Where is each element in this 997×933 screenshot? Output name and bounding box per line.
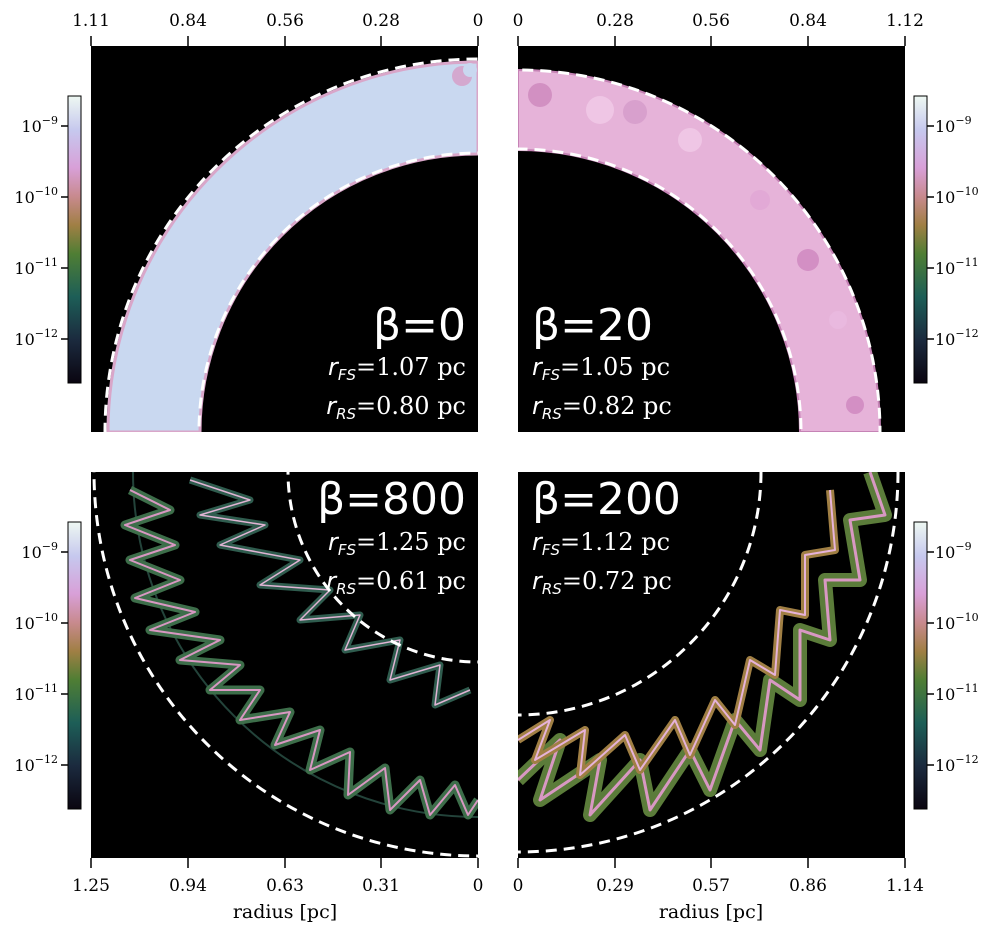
xtick-br-2: 0.57 <box>692 876 730 896</box>
cb-tl-tick-0: 10−9 <box>21 114 58 136</box>
beta-label-br: β=200 <box>532 474 681 525</box>
xtick-br-0: 0 <box>513 876 524 896</box>
rrs-label-tr: rRS=0.82 pc <box>532 392 672 423</box>
xlabel-left: radius [pc] <box>233 901 337 923</box>
xtick-tl-4: 0 <box>473 11 484 31</box>
xtick-bl-1: 0.94 <box>169 876 207 896</box>
cb-tr-tick-2: 10−11 <box>935 256 979 278</box>
cb-br-tick-2: 10−11 <box>935 682 979 704</box>
panel-labels: β=0 rFS=1.07 pc rRS=0.80 pc β=20 rFS=1.0… <box>317 300 681 598</box>
xtick-tl-2: 0.56 <box>266 11 304 31</box>
xtick-br-4: 1.14 <box>886 876 924 896</box>
rfs-label-tr: rFS=1.05 pc <box>532 353 670 384</box>
cb-tl-tick-2: 10−11 <box>14 256 58 278</box>
xtick-bl-4: 0 <box>473 876 484 896</box>
cb-bl-tick-1: 10−10 <box>14 611 58 633</box>
cb-tr-tick-3: 10−12 <box>935 327 979 349</box>
cb-tl-tick-3: 10−12 <box>14 327 58 349</box>
cb-tr-tick-0: 10−9 <box>935 114 972 136</box>
cb-br-tick-3: 10−12 <box>935 753 979 775</box>
xtick-tl-1: 0.84 <box>169 11 207 31</box>
rrs-label-br: rRS=0.72 pc <box>532 567 672 598</box>
rfs-label-tl: rFS=1.07 pc <box>328 353 466 384</box>
xtick-br-1: 0.29 <box>596 876 634 896</box>
rrs-label-bl: rRS=0.61 pc <box>326 567 466 598</box>
cb-bl-tick-2: 10−11 <box>14 682 58 704</box>
density-shell-tl <box>103 57 478 432</box>
beta-label-tl: β=0 <box>373 300 466 351</box>
beta-label-bl: β=800 <box>317 474 466 525</box>
xlabel-right: radius [pc] <box>659 901 763 923</box>
xtick-bl-3: 0.31 <box>362 876 400 896</box>
density-filaments-bl <box>92 472 478 858</box>
cb-tl-tick-1: 10−10 <box>14 185 58 207</box>
rfs-label-br: rFS=1.12 pc <box>532 528 670 559</box>
density-filaments-br <box>518 472 900 854</box>
xtick-tl-3: 0.28 <box>362 11 400 31</box>
cb-tr-tick-1: 10−10 <box>935 185 979 207</box>
xtick-tr-3: 0.84 <box>789 11 827 31</box>
cb-br-tick-1: 10−10 <box>935 611 979 633</box>
colorbar-top-right: 10−9 10−10 10−11 10−12 <box>913 95 979 384</box>
xtick-tr-2: 0.56 <box>692 11 730 31</box>
xtick-bl-2: 0.63 <box>266 876 304 896</box>
colorbar-bottom-left: 10−9 10−10 10−11 10−12 <box>14 521 82 810</box>
xtick-tr-4: 1.12 <box>886 11 924 31</box>
colorbar-bottom-right: 10−9 10−10 10−11 10−12 <box>913 521 979 810</box>
xtick-tl-0: 1.11 <box>72 11 110 31</box>
colorbar-top-left: 10−9 10−10 10−11 10−12 <box>14 95 82 384</box>
density-shell-tr <box>518 68 882 432</box>
beta-label-tr: β=20 <box>532 300 653 351</box>
cb-br-tick-0: 10−9 <box>935 540 972 562</box>
rrs-label-tl: rRS=0.80 pc <box>326 392 466 423</box>
x-axis-ticks: 1.11 0.84 0.56 0.28 0 0 0.28 0.56 0.84 1… <box>72 11 924 896</box>
cb-bl-tick-3: 10−12 <box>14 753 58 775</box>
xtick-bl-0: 1.25 <box>72 876 110 896</box>
cb-bl-tick-0: 10−9 <box>21 540 58 562</box>
rfs-label-bl: rFS=1.25 pc <box>328 528 466 559</box>
xtick-tr-1: 0.28 <box>596 11 634 31</box>
xtick-br-3: 0.86 <box>789 876 827 896</box>
xtick-tr-0: 0 <box>513 11 524 31</box>
